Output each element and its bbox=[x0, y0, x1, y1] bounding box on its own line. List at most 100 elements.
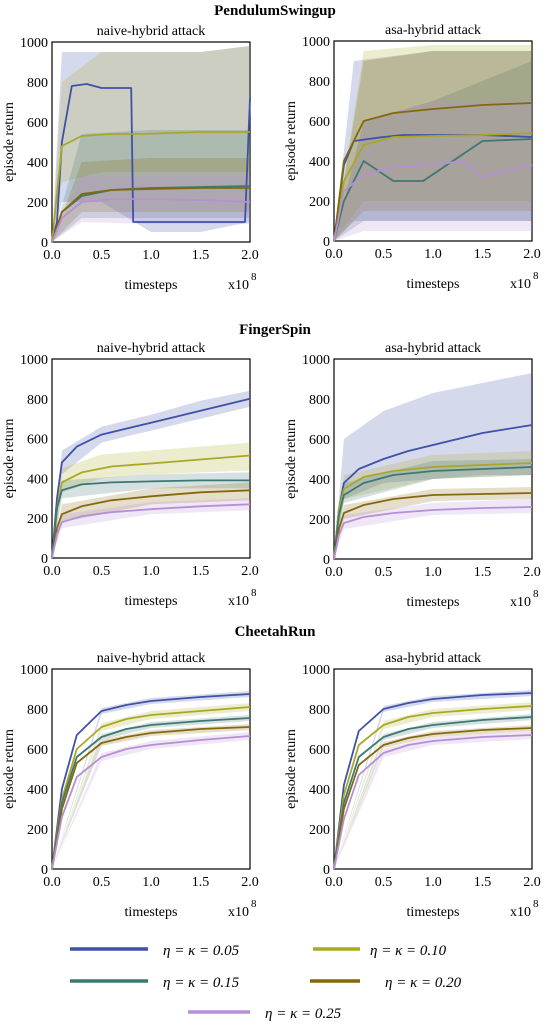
x-tick-cheetah-asa: 2.0 bbox=[523, 875, 541, 890]
y-tick-cheetah-naive: 800 bbox=[27, 703, 48, 718]
series-line-cheetah-naive-3 bbox=[51, 726, 251, 870]
panel-pendulum-asa: asa-hybrid attack 0.0 0.5 1.0 1.5 2.0 0 200 400 6… bbox=[284, 23, 541, 292]
band-finger-naive-0 bbox=[52, 390, 250, 558]
x-tick-cheetah-naive: 0.0 bbox=[43, 875, 61, 890]
series-line-finger-naive-4 bbox=[51, 503, 251, 559]
series-line-pendulum-asa-4 bbox=[333, 160, 533, 242]
legend-item-1: η = κ = 0.10 bbox=[313, 943, 447, 959]
band-pendulum-asa-0 bbox=[334, 51, 532, 241]
y-tick-finger-naive: 200 bbox=[27, 512, 48, 527]
group-title-pendulum: PendulumSwingup bbox=[214, 3, 336, 19]
panel-row-cheetah: CheetahRun bbox=[235, 624, 317, 640]
plot-frame-pendulum-asa bbox=[333, 40, 533, 242]
y-tick-cheetah-asa: 200 bbox=[309, 823, 330, 838]
x-tick-pendulum-asa: 0.0 bbox=[325, 247, 343, 262]
panel-title-finger-naive: naive-hybrid attack bbox=[97, 341, 205, 356]
y-tick-finger-naive: 400 bbox=[27, 472, 48, 487]
x-multiplier-exp-pendulum-asa: 8 bbox=[533, 270, 539, 282]
y-tick-finger-asa: 600 bbox=[309, 433, 330, 448]
legend-item-3: η = κ = 0.20 bbox=[310, 975, 462, 991]
y-tick-finger-asa: 200 bbox=[309, 513, 330, 528]
panel-row-finger: FingerSpin bbox=[239, 322, 311, 338]
plot-frame-cheetah-asa bbox=[333, 668, 533, 870]
series-line-finger-asa-3 bbox=[333, 492, 533, 560]
series-line-cheetah-asa-0 bbox=[333, 692, 533, 870]
x-multiplier-exp-finger-naive: 8 bbox=[251, 587, 257, 599]
series-line-cheetah-naive-1 bbox=[51, 706, 251, 870]
lines-pendulum-naive bbox=[51, 83, 251, 243]
y-tick-pendulum-asa: 600 bbox=[309, 115, 330, 130]
x-tick-cheetah-naive: 0.5 bbox=[93, 875, 111, 890]
series-line-cheetah-naive-0 bbox=[51, 693, 251, 870]
panel-title-finger-asa: asa-hybrid attack bbox=[385, 341, 481, 356]
lines-finger-asa bbox=[333, 424, 533, 560]
panel-title-pendulum-asa: asa-hybrid attack bbox=[385, 23, 481, 38]
group-title-cheetah: CheetahRun bbox=[235, 624, 317, 640]
band-finger-asa-3 bbox=[334, 487, 532, 559]
x-tick-cheetah-asa: 0.5 bbox=[375, 875, 393, 890]
bands-pendulum-naive bbox=[52, 46, 250, 242]
x-tick-pendulum-asa: 0.5 bbox=[375, 247, 393, 262]
y-label-finger-naive: episode return bbox=[2, 419, 17, 499]
series-line-finger-asa-2 bbox=[333, 466, 533, 560]
x-label-pendulum-naive: timesteps bbox=[125, 278, 178, 293]
y-tick-pendulum-asa: 0 bbox=[323, 235, 330, 250]
lines-cheetah-naive bbox=[51, 693, 251, 870]
x-tick-finger-naive: 0.5 bbox=[93, 564, 111, 579]
bands-finger-naive bbox=[52, 390, 250, 558]
bands-finger-asa bbox=[334, 373, 532, 559]
x-tick-pendulum-asa: 1.0 bbox=[424, 247, 442, 262]
y-tick-finger-asa: 1000 bbox=[302, 353, 330, 368]
y-tick-finger-asa: 800 bbox=[309, 393, 330, 408]
band-pendulum-naive-0 bbox=[52, 46, 250, 242]
x-tick-cheetah-asa: 1.0 bbox=[424, 875, 442, 890]
y-tick-cheetah-asa: 400 bbox=[309, 783, 330, 798]
y-tick-finger-naive: 1000 bbox=[20, 353, 48, 368]
legend-label-4: η = κ = 0.25 bbox=[265, 1006, 342, 1022]
y-tick-cheetah-naive: 400 bbox=[27, 783, 48, 798]
band-pendulum-asa-3 bbox=[334, 51, 532, 241]
series-line-pendulum-asa-1 bbox=[333, 132, 533, 242]
x-multiplier-exp-cheetah-asa: 8 bbox=[533, 898, 539, 910]
y-tick-pendulum-naive: 200 bbox=[27, 196, 48, 211]
legend-label-3: η = κ = 0.20 bbox=[385, 975, 462, 991]
y-tick-pendulum-asa: 800 bbox=[309, 75, 330, 90]
y-tick-cheetah-asa: 0 bbox=[323, 863, 330, 878]
y-tick-finger-naive: 0 bbox=[41, 552, 48, 567]
y-tick-pendulum-naive: 0 bbox=[41, 236, 48, 251]
plot-frame-finger-asa bbox=[333, 358, 533, 560]
x-tick-finger-naive: 1.5 bbox=[192, 564, 210, 579]
series-line-finger-naive-2 bbox=[51, 479, 250, 559]
x-tick-finger-asa: 1.5 bbox=[474, 565, 492, 580]
x-multiplier-finger-asa: x10 bbox=[510, 595, 531, 610]
x-tick-cheetah-naive: 2.0 bbox=[241, 875, 259, 890]
x-tick-pendulum-naive: 0.0 bbox=[43, 248, 61, 263]
y-tick-finger-asa: 400 bbox=[309, 473, 330, 488]
series-line-finger-naive-0 bbox=[51, 397, 251, 559]
x-multiplier-cheetah-naive: x10 bbox=[228, 905, 249, 920]
y-tick-pendulum-naive: 400 bbox=[27, 156, 48, 171]
x-tick-pendulum-asa: 2.0 bbox=[523, 247, 541, 262]
panel-title-cheetah-naive: naive-hybrid attack bbox=[97, 651, 205, 666]
y-label-cheetah-asa: episode return bbox=[284, 729, 299, 809]
x-tick-pendulum-asa: 1.5 bbox=[474, 247, 492, 262]
band-cheetah-asa-4 bbox=[334, 731, 532, 869]
plot-frame-finger-naive bbox=[51, 358, 251, 559]
bands-cheetah-naive bbox=[52, 691, 250, 869]
band-pendulum-asa-1 bbox=[334, 45, 532, 241]
y-label-finger-asa: episode return bbox=[284, 419, 299, 499]
y-tick-finger-asa: 0 bbox=[323, 553, 330, 568]
y-tick-cheetah-asa: 800 bbox=[309, 703, 330, 718]
band-finger-asa-2 bbox=[334, 459, 532, 559]
y-label-pendulum-naive: episode return bbox=[2, 102, 17, 182]
series-line-pendulum-naive-3 bbox=[51, 187, 250, 243]
y-tick-cheetah-asa: 1000 bbox=[302, 663, 330, 678]
x-multiplier-exp-cheetah-naive: 8 bbox=[251, 898, 257, 910]
x-tick-finger-naive: 2.0 bbox=[241, 564, 259, 579]
band-finger-naive-2 bbox=[52, 472, 250, 558]
bands-cheetah-asa bbox=[334, 690, 532, 869]
series-line-pendulum-asa-2 bbox=[333, 138, 533, 242]
y-label-pendulum-asa: episode return bbox=[284, 101, 299, 181]
band-pendulum-naive-3 bbox=[52, 158, 250, 242]
